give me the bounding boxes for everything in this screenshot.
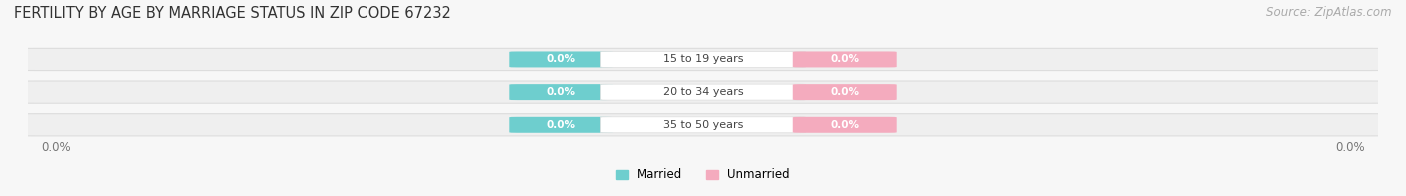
- Text: 15 to 19 years: 15 to 19 years: [662, 54, 744, 64]
- FancyBboxPatch shape: [793, 52, 897, 67]
- FancyBboxPatch shape: [600, 52, 806, 67]
- Text: 20 to 34 years: 20 to 34 years: [662, 87, 744, 97]
- FancyBboxPatch shape: [600, 117, 806, 133]
- FancyBboxPatch shape: [793, 84, 897, 100]
- Text: 0.0%: 0.0%: [42, 141, 72, 154]
- FancyBboxPatch shape: [600, 84, 806, 100]
- Text: 0.0%: 0.0%: [547, 54, 576, 64]
- Text: FERTILITY BY AGE BY MARRIAGE STATUS IN ZIP CODE 67232: FERTILITY BY AGE BY MARRIAGE STATUS IN Z…: [14, 6, 451, 21]
- Legend: Married, Unmarried: Married, Unmarried: [612, 164, 794, 186]
- FancyBboxPatch shape: [14, 48, 1392, 71]
- FancyBboxPatch shape: [509, 117, 613, 133]
- Text: 0.0%: 0.0%: [547, 120, 576, 130]
- Text: Source: ZipAtlas.com: Source: ZipAtlas.com: [1267, 6, 1392, 19]
- Text: 0.0%: 0.0%: [547, 87, 576, 97]
- Text: 0.0%: 0.0%: [830, 54, 859, 64]
- FancyBboxPatch shape: [509, 84, 613, 100]
- Text: 35 to 50 years: 35 to 50 years: [662, 120, 744, 130]
- Text: 0.0%: 0.0%: [830, 120, 859, 130]
- FancyBboxPatch shape: [14, 81, 1392, 103]
- Text: 0.0%: 0.0%: [1334, 141, 1364, 154]
- FancyBboxPatch shape: [793, 117, 897, 133]
- FancyBboxPatch shape: [14, 114, 1392, 136]
- FancyBboxPatch shape: [509, 52, 613, 67]
- Text: 0.0%: 0.0%: [830, 87, 859, 97]
